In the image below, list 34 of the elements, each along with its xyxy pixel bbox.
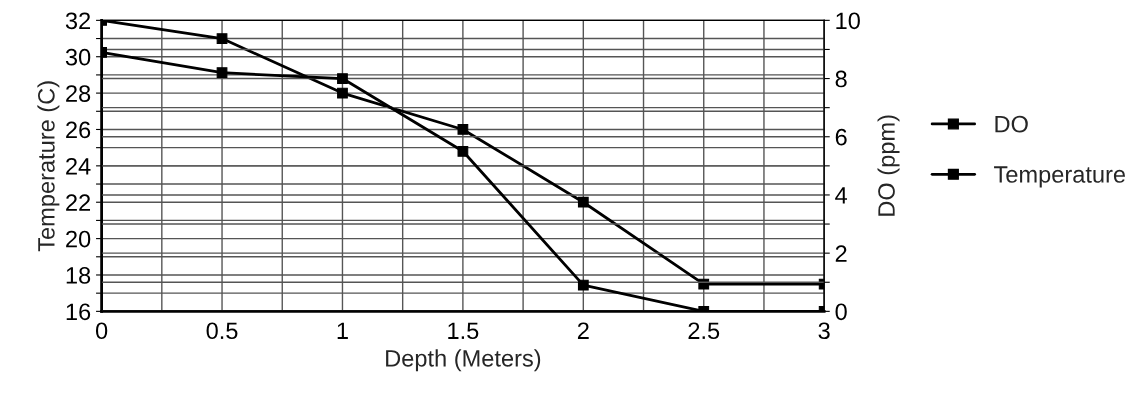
legend-label: Temperature bbox=[994, 166, 1125, 188]
y2-tick-label: 2 bbox=[835, 245, 847, 262]
point bbox=[337, 73, 348, 84]
y2-tick-label: 0 bbox=[835, 303, 847, 321]
y-tick-label: 30 bbox=[65, 48, 91, 66]
y2-tick-label: 8 bbox=[835, 70, 847, 88]
y-tick-label: 26 bbox=[66, 121, 91, 139]
y-tick-label: 32 bbox=[65, 12, 91, 30]
point bbox=[337, 87, 348, 99]
y-tick-label: 16 bbox=[66, 303, 91, 321]
x-tick-label: 0.5 bbox=[206, 322, 238, 340]
point bbox=[216, 33, 228, 44]
y-tick-label: 18 bbox=[66, 267, 91, 284]
y-tick-label: 28 bbox=[66, 85, 91, 102]
x-tick-label: 1.5 bbox=[448, 322, 479, 340]
y2-tick-label: 4 bbox=[835, 187, 848, 204]
x-tick-label: 0 bbox=[95, 322, 108, 340]
x-tick-label: 3 bbox=[818, 322, 830, 340]
y-tick-label: 20 bbox=[66, 230, 91, 248]
point bbox=[457, 124, 469, 135]
y-tick-label: 24 bbox=[66, 157, 91, 175]
y2-tick-label: 10 bbox=[836, 12, 860, 30]
legend-label: DO bbox=[995, 115, 1028, 133]
y2-axis-title: DO (ppm) bbox=[877, 115, 900, 216]
y-tick-label: 22 bbox=[66, 194, 91, 211]
point bbox=[457, 145, 469, 157]
x-axis-title: Depth (Meters) bbox=[386, 349, 541, 372]
y-axis-title: Temperature (C) bbox=[37, 81, 60, 252]
y2-tick-label: 6 bbox=[835, 128, 847, 146]
x-tick-label: 2.5 bbox=[688, 322, 720, 340]
point bbox=[577, 196, 589, 208]
point bbox=[216, 67, 228, 79]
x-tick-label: 1 bbox=[337, 322, 348, 339]
x-tick-label: 2 bbox=[577, 322, 589, 339]
